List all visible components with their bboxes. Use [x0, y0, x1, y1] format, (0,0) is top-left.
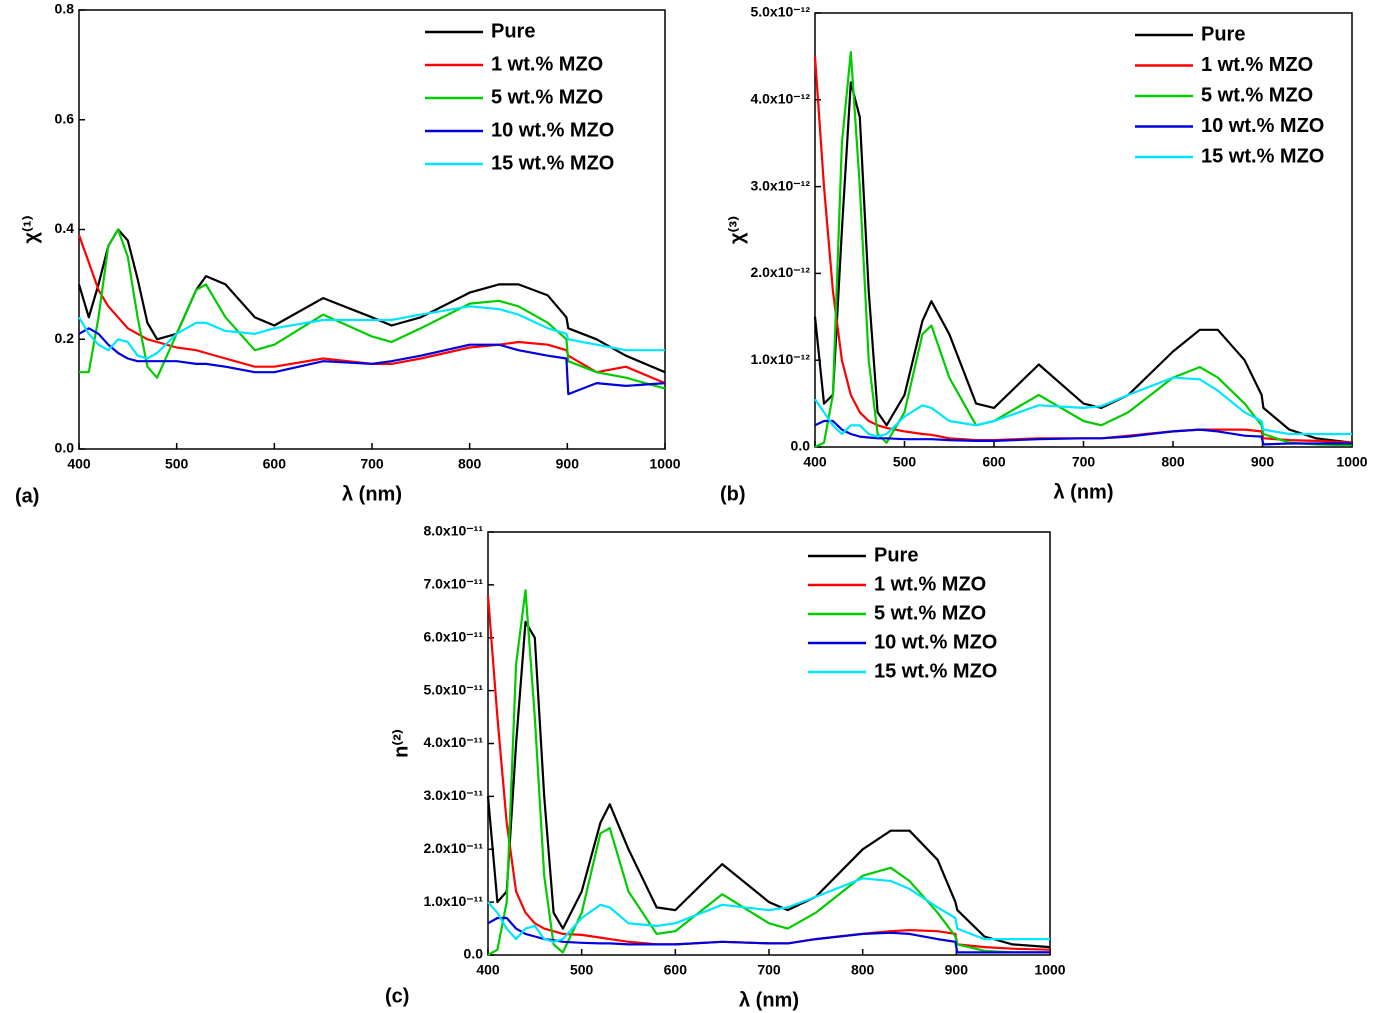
x-axis-label: λ (nm) [1054, 481, 1114, 503]
legend-label: Pure [1201, 23, 1245, 45]
data-line [487, 589, 1050, 956]
panel-label: (a) [15, 485, 39, 507]
x-tick-label: 500 [165, 456, 189, 472]
y-tick-label: 2.0x10⁻¹² [750, 264, 810, 280]
data-line [487, 877, 1050, 943]
x-tick-label: 800 [851, 962, 875, 978]
y-tick-label: 0.6 [55, 110, 75, 126]
legend-label: 1 wt.% MZO [874, 573, 986, 595]
x-tick-label: 1000 [1034, 962, 1065, 978]
y-tick-label: 0.0 [464, 946, 484, 962]
y-tick-label: 5.0x10⁻¹² [750, 4, 810, 20]
plot-frame [814, 12, 1353, 448]
x-axis-label: λ (nm) [342, 483, 402, 505]
y-tick-label: 8.0x10⁻¹¹ [423, 523, 483, 539]
x-tick-label: 800 [458, 456, 482, 472]
y-axis-label: χ⁽¹⁾ [20, 215, 42, 243]
y-tick-label: 2.0x10⁻¹¹ [423, 840, 483, 856]
y-tick-label: 0.4 [55, 220, 75, 236]
legend-label: 1 wt.% MZO [491, 53, 603, 75]
x-tick-label: 700 [757, 962, 781, 978]
data-line [814, 376, 1352, 438]
x-tick-label: 500 [893, 454, 917, 470]
data-line [486, 620, 1051, 949]
y-tick-label: 6.0x10⁻¹¹ [423, 628, 483, 644]
x-tick-label: 700 [1072, 454, 1096, 470]
y-tick-label: 7.0x10⁻¹¹ [423, 576, 483, 592]
x-tick-label: 900 [556, 456, 580, 472]
x-tick-label: 500 [570, 962, 594, 978]
x-tick-label: 800 [1161, 454, 1185, 470]
x-tick-label: 600 [982, 454, 1006, 470]
data-line [77, 234, 666, 385]
legend-label: Pure [491, 20, 535, 42]
legend-label: 10 wt.% MZO [1201, 115, 1324, 137]
data-line [814, 419, 1352, 446]
y-axis-label: χ⁽³⁾ [726, 216, 748, 244]
legend-label: 10 wt.% MZO [491, 119, 614, 141]
data-line [487, 916, 1050, 954]
y-tick-label: 4.0x10⁻¹¹ [423, 734, 483, 750]
x-tick-label: 400 [67, 456, 91, 472]
y-axis-label: n⁽²⁾ [390, 729, 412, 758]
y-tick-label: 1.0x10⁻¹¹ [423, 893, 483, 909]
y-tick-label: 0.8 [55, 1, 75, 17]
legend-label: 5 wt.% MZO [491, 86, 603, 108]
y-tick-label: 1.0x10⁻¹² [750, 351, 810, 367]
legend-label: 5 wt.% MZO [1201, 84, 1313, 106]
y-tick-label: 0.0 [55, 440, 75, 456]
legend-label: 5 wt.% MZO [874, 602, 986, 624]
legend-label: 15 wt.% MZO [491, 152, 614, 174]
x-tick-label: 400 [476, 962, 500, 978]
x-tick-label: 1000 [649, 456, 680, 472]
x-tick-label: 900 [1251, 454, 1275, 470]
plot-frame [487, 531, 1051, 956]
y-tick-label: 3.0x10⁻¹² [750, 177, 810, 193]
plot-frame [78, 9, 666, 450]
legend-label: 15 wt.% MZO [874, 660, 997, 682]
y-tick-label: 0.2 [55, 330, 75, 346]
data-line [813, 81, 1353, 444]
data-line [77, 228, 666, 374]
legend-label: 10 wt.% MZO [874, 631, 997, 653]
x-tick-label: 600 [664, 962, 688, 978]
x-tick-label: 600 [263, 456, 287, 472]
panel-label: (c) [385, 985, 409, 1007]
data-line [78, 305, 665, 360]
y-tick-label: 4.0x10⁻¹² [750, 91, 810, 107]
panel-label: (b) [720, 483, 746, 505]
y-tick-label: 3.0x10⁻¹¹ [423, 787, 483, 803]
legend-label: 15 wt.% MZO [1201, 145, 1324, 167]
x-tick-label: 900 [945, 962, 969, 978]
x-tick-label: 1000 [1336, 454, 1367, 470]
y-tick-label: 5.0x10⁻¹¹ [423, 681, 483, 697]
data-line [78, 327, 666, 396]
y-tick-label: 0.0 [791, 438, 811, 454]
legend-label: 1 wt.% MZO [1201, 54, 1313, 76]
x-tick-label: 400 [803, 454, 827, 470]
legend-label: Pure [874, 544, 918, 566]
x-axis-label: λ (nm) [739, 989, 799, 1011]
data-line [814, 51, 1353, 448]
x-tick-label: 700 [360, 456, 384, 472]
